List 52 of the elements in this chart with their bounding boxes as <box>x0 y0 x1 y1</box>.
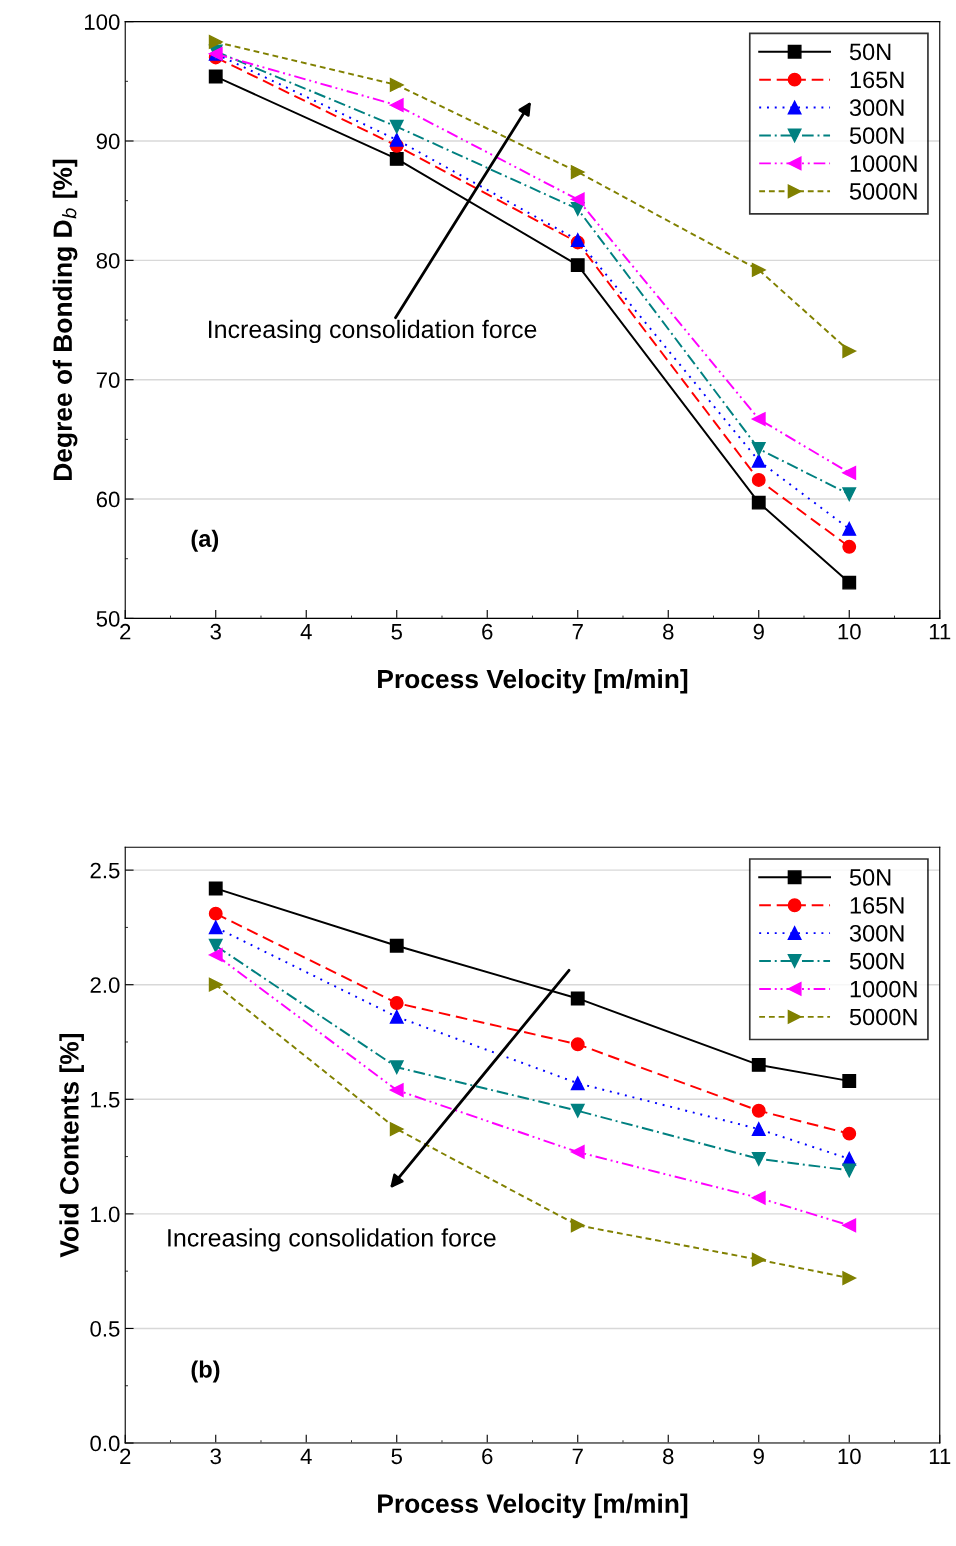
x-tick-label: 10 <box>838 1448 861 1465</box>
y-tick-label: 0.5 <box>90 1320 120 1337</box>
x-tick-label: 9 <box>753 1448 764 1465</box>
annotation: (b) <box>191 1360 220 1383</box>
y-axis-title: Degree of Bonding D$_{b}$ [%] <box>52 159 78 481</box>
x-tick-label: 4 <box>300 1448 312 1464</box>
x-axis-title: Process Velocity [m/min] <box>378 1493 688 1519</box>
legend-label: 500N <box>849 127 904 144</box>
x-tick-label: 3 <box>210 1448 221 1465</box>
x-tick-label: 11 <box>929 624 951 640</box>
y-tick-label: 60 <box>96 491 120 508</box>
x-tick-label: 7 <box>572 624 583 640</box>
x-tick-label: 2 <box>120 623 131 640</box>
legend-label: 300N <box>849 924 904 942</box>
x-tick-label: 4 <box>300 624 312 640</box>
legend-label: 165N <box>850 71 904 89</box>
y-axis-title: Void Contents [%] <box>59 1033 84 1258</box>
x-tick-label: 11 <box>929 1448 951 1464</box>
legend-label: 300N <box>849 99 904 117</box>
x-tick-label: 2 <box>120 1448 131 1464</box>
annotation: Increasing consolidation force <box>209 319 537 344</box>
x-tick-label: 3 <box>210 623 221 640</box>
y-tick-label: 2.0 <box>90 977 120 993</box>
x-tick-label: 8 <box>663 623 674 640</box>
legend-label: 50N <box>849 43 891 61</box>
y-tick-label: 50 <box>96 610 120 627</box>
x-axis-title: Process Velocity [m/min] <box>378 668 688 694</box>
y-tick-label: 0.0 <box>90 1435 120 1452</box>
legend-label: 1000N <box>850 980 917 998</box>
x-tick-label: 8 <box>663 1448 674 1465</box>
y-tick-label: 1.5 <box>91 1092 120 1108</box>
legend-label: 500N <box>849 952 904 970</box>
y-tick-label: 70 <box>96 372 120 388</box>
y-tick-label: 100 <box>85 14 120 30</box>
x-tick-label: 9 <box>753 623 764 640</box>
legend-label: 1000N <box>850 155 917 172</box>
y-tick-label: 1.0 <box>91 1206 120 1223</box>
y-tick-label: 2.5 <box>90 862 120 879</box>
x-tick-label: 5 <box>391 624 402 640</box>
x-tick-label: 7 <box>572 1448 583 1464</box>
annotation: (a) <box>191 529 219 552</box>
x-tick-label: 6 <box>482 1448 493 1465</box>
legend-label: 5000N <box>849 183 917 200</box>
x-tick-label: 6 <box>482 623 493 640</box>
x-tick-label: 10 <box>838 623 861 640</box>
legend-label: 5000N <box>849 1008 917 1026</box>
y-tick-label: 80 <box>96 252 120 269</box>
legend-label: 165N <box>850 896 904 914</box>
annotation: Increasing consolidation force <box>168 1228 496 1252</box>
y-tick-label: 90 <box>96 133 120 150</box>
x-tick-label: 5 <box>391 1448 402 1465</box>
legend-label: 50N <box>849 869 891 886</box>
